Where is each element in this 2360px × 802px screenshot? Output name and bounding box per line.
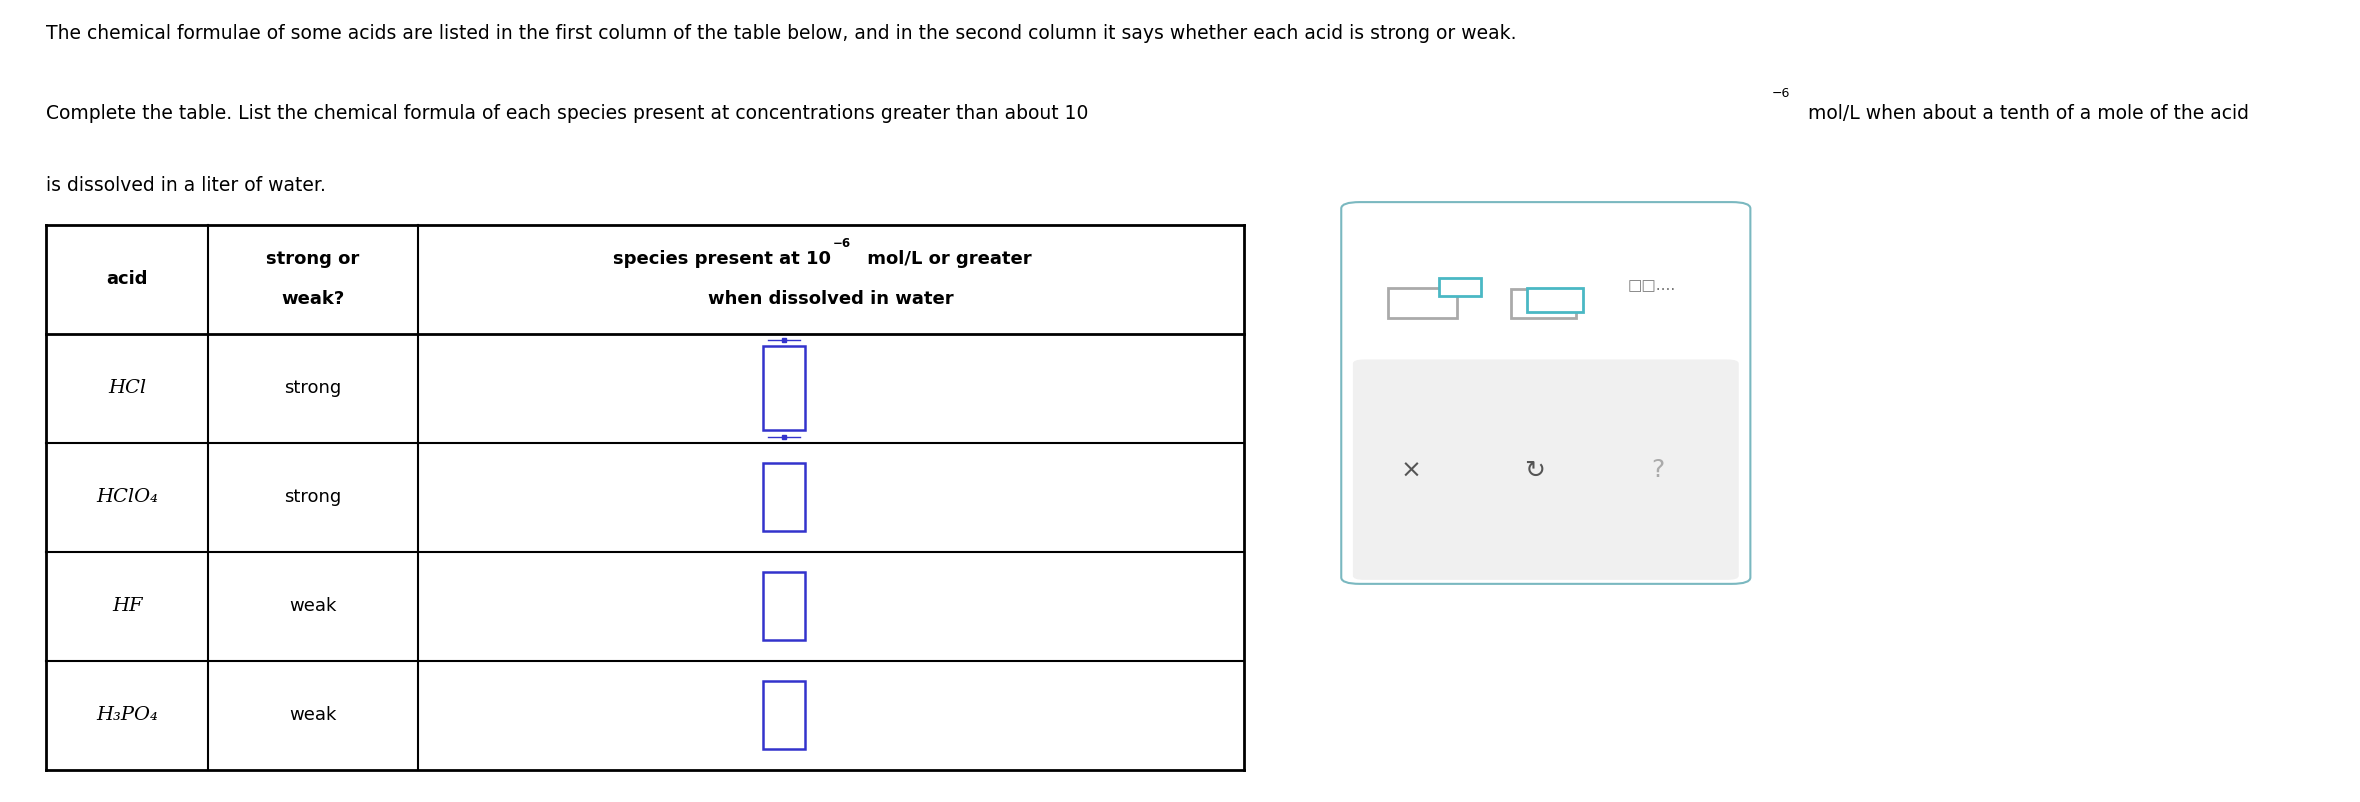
- FancyBboxPatch shape: [762, 346, 805, 430]
- FancyBboxPatch shape: [762, 573, 805, 640]
- Text: Complete the table. List the chemical formula of each species present at concent: Complete the table. List the chemical fo…: [47, 104, 1088, 124]
- Text: ?: ?: [1650, 459, 1664, 483]
- Bar: [1440, 278, 1480, 296]
- Text: strong: strong: [283, 379, 342, 397]
- Text: weak: weak: [290, 707, 337, 724]
- Text: species present at 10: species present at 10: [614, 250, 831, 268]
- Text: acid: acid: [106, 270, 149, 288]
- Text: H₃PO₄: H₃PO₄: [97, 707, 158, 724]
- FancyBboxPatch shape: [762, 354, 805, 422]
- Text: The chemical formulae of some acids are listed in the first column of the table : The chemical formulae of some acids are …: [47, 24, 1517, 43]
- Text: is dissolved in a liter of water.: is dissolved in a liter of water.: [47, 176, 326, 196]
- Text: when dissolved in water: when dissolved in water: [708, 290, 953, 308]
- FancyBboxPatch shape: [762, 464, 805, 532]
- FancyBboxPatch shape: [762, 681, 805, 749]
- Text: strong or: strong or: [267, 250, 359, 268]
- Text: □□....: □□....: [1626, 278, 1676, 294]
- Text: weak?: weak?: [281, 290, 345, 308]
- FancyBboxPatch shape: [1340, 202, 1751, 584]
- Bar: [1527, 288, 1584, 312]
- Text: HF: HF: [111, 597, 142, 615]
- Text: mol/L when about a tenth of a mole of the acid: mol/L when about a tenth of a mole of th…: [1801, 104, 2249, 124]
- Text: strong: strong: [283, 488, 342, 506]
- Text: weak: weak: [290, 597, 337, 615]
- Text: −6: −6: [1772, 87, 1789, 99]
- FancyBboxPatch shape: [1352, 359, 1739, 580]
- Text: HCl: HCl: [109, 379, 146, 397]
- Text: HClO₄: HClO₄: [97, 488, 158, 506]
- Bar: [1510, 290, 1576, 318]
- Text: mol/L or greater: mol/L or greater: [861, 250, 1031, 268]
- Text: ×: ×: [1399, 459, 1421, 483]
- Text: −6: −6: [833, 237, 852, 249]
- Text: ↻: ↻: [1525, 459, 1546, 483]
- Bar: [1388, 288, 1458, 318]
